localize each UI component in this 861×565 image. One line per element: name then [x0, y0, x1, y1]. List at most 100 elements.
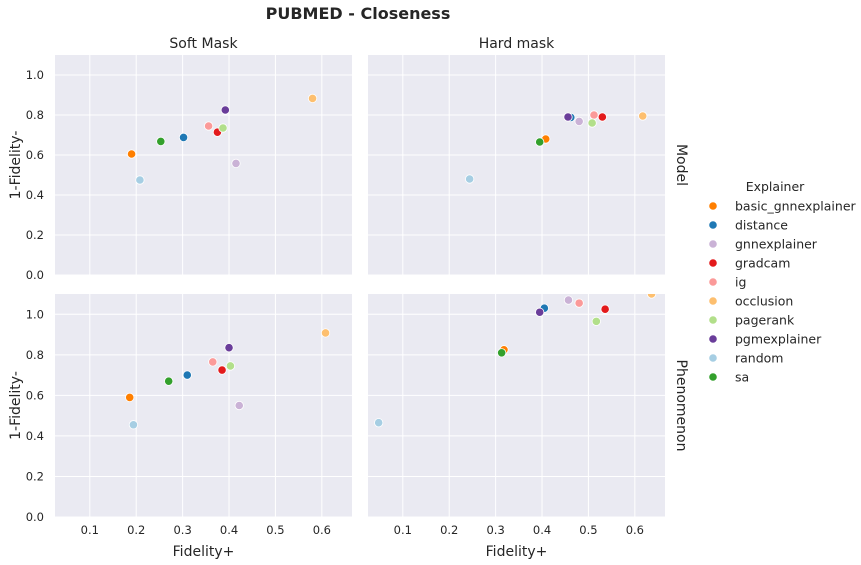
y-tick-label: 0.2 [26, 228, 44, 242]
legend-title: Explainer [746, 179, 805, 194]
legend-item-sa: sa [708, 370, 749, 385]
x-tick-label: 0.6 [626, 523, 644, 537]
legend-marker [708, 315, 718, 325]
point-random [374, 418, 384, 428]
legend-label: basic_gnnexplainer [735, 199, 857, 214]
point-gradcam [597, 112, 607, 122]
row-title: Phenomenon [673, 360, 689, 452]
legend-item-distance: distance [708, 218, 788, 233]
point-basic_gnnexplainer [125, 392, 135, 402]
point-random [465, 174, 475, 184]
point-ig [208, 357, 218, 367]
point-pgmexplainer [220, 105, 230, 115]
legend-item-random: random [708, 351, 783, 366]
legend-label: occlusion [735, 294, 793, 309]
point-sa [535, 137, 545, 147]
point-occlusion [638, 111, 648, 121]
points-group [125, 328, 331, 430]
figure-title: PUBMED - Closeness [266, 4, 451, 23]
y-tick-label: 0.8 [26, 348, 44, 362]
point-gnnexplainer [574, 116, 584, 127]
legend-marker [708, 220, 718, 230]
legend-label: sa [735, 370, 749, 385]
point-pagerank [225, 361, 236, 371]
legend-item-pagerank: pagerank [708, 313, 795, 328]
legend-marker [708, 334, 718, 344]
panel-background [368, 294, 665, 517]
point-gnnexplainer [234, 400, 244, 411]
x-axis-label: Fidelity+ [486, 544, 548, 560]
legend-marker [708, 201, 718, 211]
point-sa [156, 136, 166, 146]
y-tick-label: 0.6 [26, 148, 44, 162]
y-axis-label: 1-Fidelity- [8, 371, 24, 440]
point-pgmexplainer [563, 112, 573, 122]
x-tick-label: 0.1 [81, 523, 99, 537]
x-tick-label: 0.4 [533, 523, 551, 537]
panel-hard-mask-model: Hard mask Model [368, 36, 689, 276]
legend-item-gnnexplainer: gnnexplainer [708, 237, 818, 252]
legend: Explainer basic_gnnexplainer distance gnnex… [708, 179, 857, 385]
y-tick-label: 0.8 [26, 108, 44, 122]
column-title: Soft Mask [169, 36, 238, 52]
x-tick-label: 0.3 [173, 523, 191, 537]
x-tick-label: 0.2 [127, 523, 145, 537]
point-gradcam [600, 304, 610, 314]
point-gnnexplainer [231, 158, 241, 168]
point-ig [574, 298, 584, 308]
row-title: Model [673, 144, 689, 186]
point-sa [497, 348, 507, 358]
legend-item-ig: ig [708, 275, 746, 290]
legend-label: ig [735, 275, 746, 290]
panel-background [368, 55, 665, 275]
y-tick-label: 0.4 [26, 188, 44, 202]
panel-soft-mask-model: Soft Mask 0.0 0.2 0.4 0.6 0.8 1.0 1-Fidelity- [8, 36, 352, 282]
point-pagerank [587, 118, 597, 128]
y-axis-label: 1-Fidelity- [8, 131, 24, 200]
legend-label: pgmexplainer [735, 332, 822, 347]
panels: Soft Mask 0.0 0.2 0.4 0.6 0.8 1.0 1-Fidelity- Ha… [8, 36, 689, 560]
legend-item-occlusion: occlusion [708, 294, 793, 309]
point-occlusion [307, 93, 318, 104]
point-occlusion [646, 294, 657, 299]
point-random [128, 420, 139, 430]
panel-hard-mask-phenomenon: Phenomenon 0.1 0.2 0.3 0.4 0.5 0.6 Fidelity+ [368, 294, 689, 560]
point-distance [182, 370, 192, 380]
x-tick-label: 0.4 [220, 523, 238, 537]
points-group [374, 294, 657, 428]
x-tick-label: 0.5 [579, 523, 597, 537]
point-gradcam [217, 365, 227, 375]
points-group [465, 110, 648, 184]
x-tick-label: 0.3 [486, 523, 504, 537]
point-pgmexplainer [535, 307, 545, 317]
panel-background [55, 55, 352, 275]
y-tick-label: 0.6 [26, 388, 44, 402]
legend-marker [708, 239, 718, 249]
legend-marker [708, 296, 718, 306]
legend-label: gradcam [735, 256, 790, 271]
y-tick-label: 0.2 [26, 469, 44, 483]
point-pagerank [591, 316, 601, 326]
point-random [135, 175, 145, 185]
legend-marker [708, 277, 718, 287]
point-occlusion [320, 328, 331, 338]
x-tick-label: 0.5 [266, 523, 284, 537]
legend-label: pagerank [735, 313, 795, 328]
legend-item-basic_gnnexplainer: basic_gnnexplainer [708, 199, 857, 214]
y-tick-label: 1.0 [26, 307, 44, 321]
point-ig [589, 110, 599, 120]
points-group [126, 93, 318, 185]
point-basic_gnnexplainer [126, 149, 137, 159]
y-tick-label: 0.4 [26, 429, 44, 443]
point-gnnexplainer [563, 295, 574, 305]
panel-soft-mask-phenomenon: 0.0 0.2 0.4 0.6 0.8 1.0 1-Fidelity- 0.1 0.2 0.3 0.… [8, 294, 352, 560]
x-tick-label: 0.6 [313, 523, 331, 537]
x-axis-label: Fidelity+ [173, 544, 235, 560]
legend-marker [708, 258, 718, 268]
point-pagerank [218, 123, 228, 133]
panel-background [55, 294, 352, 517]
legend-label: gnnexplainer [735, 237, 818, 252]
legend-label: distance [735, 218, 788, 233]
legend-marker [708, 372, 718, 382]
legend-label: random [735, 351, 783, 366]
